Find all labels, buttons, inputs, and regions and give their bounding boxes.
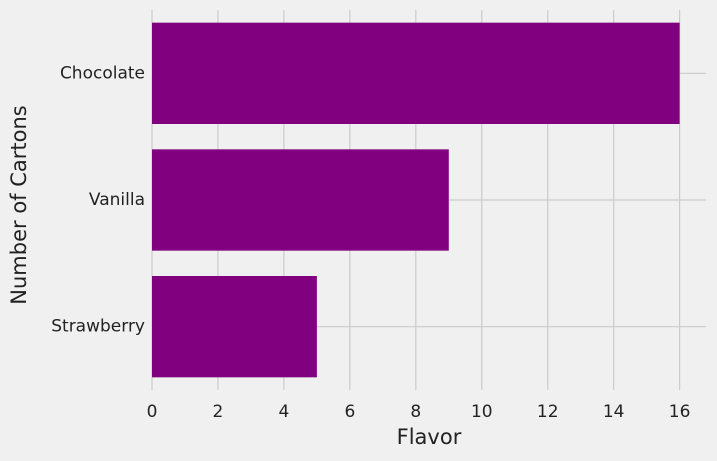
bar: [152, 149, 449, 251]
x-tick-label: 0: [147, 402, 158, 422]
x-tick-label: 8: [410, 402, 421, 422]
x-tick-label: 2: [213, 402, 224, 422]
x-tick-label: 14: [603, 402, 625, 422]
bar: [152, 22, 680, 125]
x-tick-label: 10: [471, 402, 493, 422]
x-tick-label: 12: [537, 402, 559, 422]
y-axis-label: Number of Cartons: [7, 105, 31, 304]
x-axis-label: Flavor: [397, 425, 462, 449]
y-tick-label: Strawberry: [51, 317, 145, 337]
bar: [152, 276, 317, 378]
x-tick-label: 6: [344, 402, 355, 422]
y-tick-label: Vanilla: [89, 190, 145, 210]
x-tick-label: 4: [278, 402, 289, 422]
x-tick-label: 16: [669, 402, 691, 422]
y-tick-label: Chocolate: [60, 63, 145, 83]
